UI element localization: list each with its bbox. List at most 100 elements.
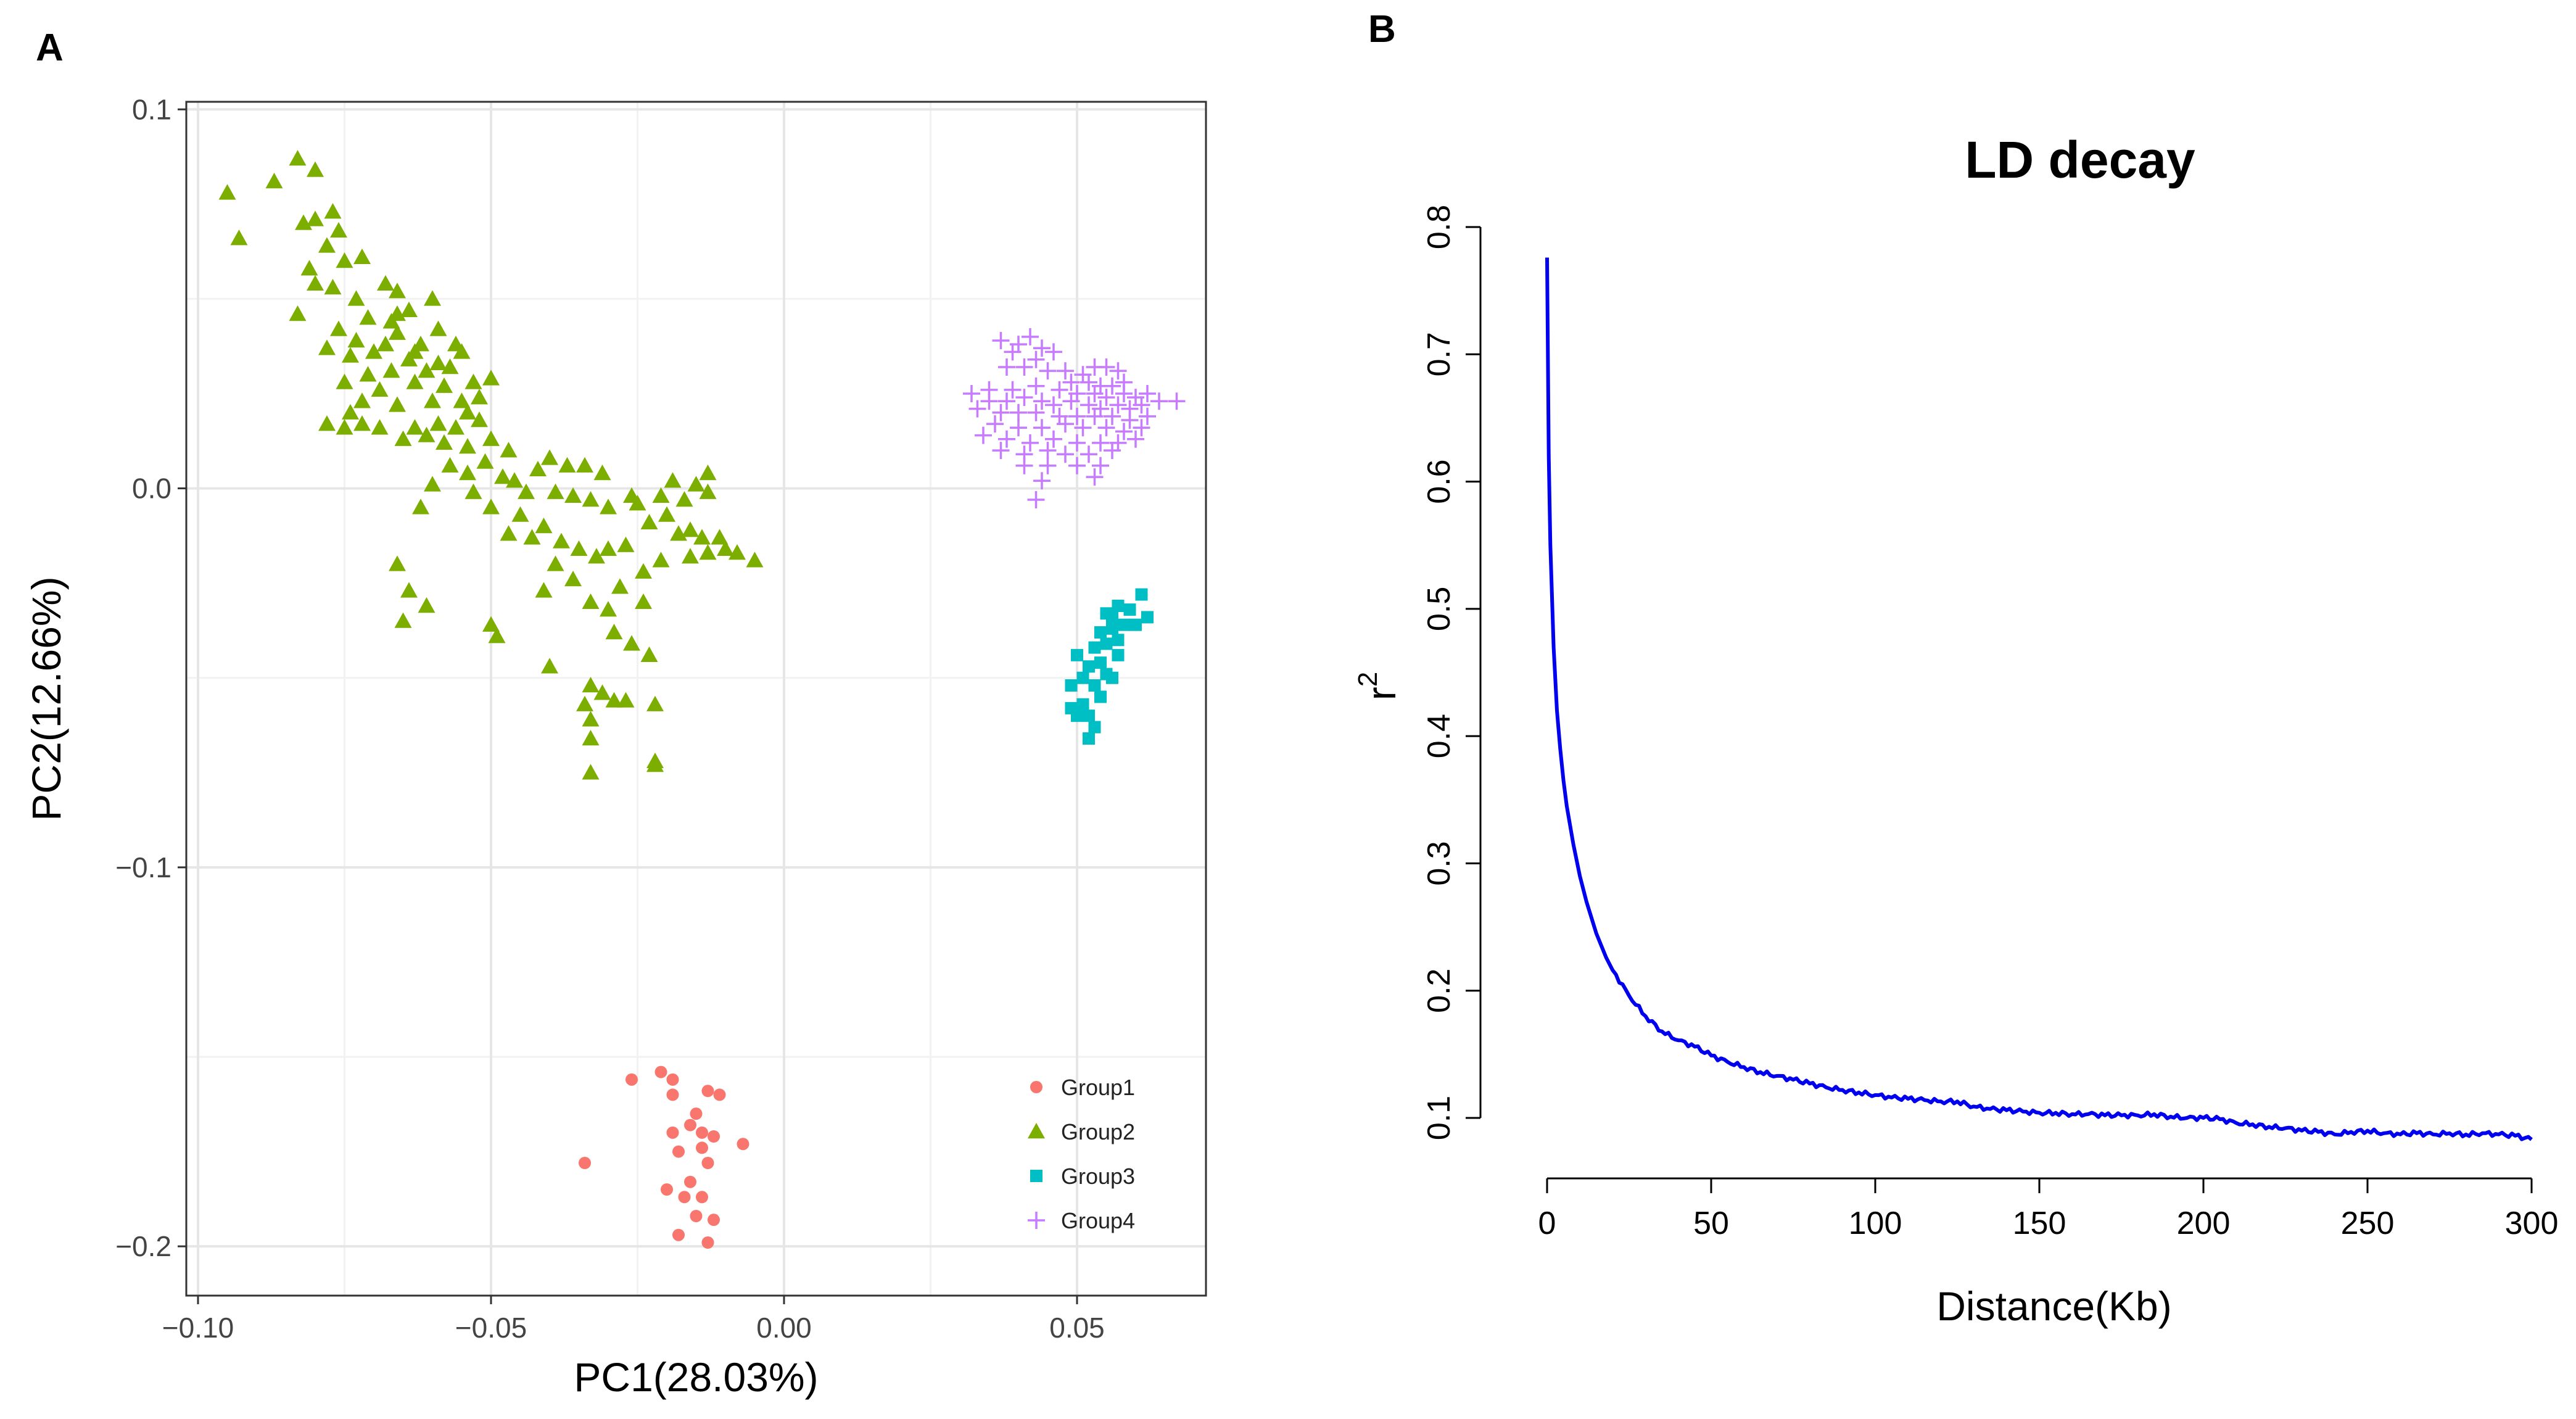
pca-point-group2 (640, 646, 658, 663)
pca-point-group3 (1083, 660, 1095, 673)
pca-point-group2 (382, 313, 400, 329)
pca-point-group2 (623, 635, 640, 651)
pca-point-group2 (635, 563, 652, 579)
ld-x-tick-label: 200 (2177, 1206, 2231, 1241)
pca-point-group2 (265, 173, 283, 189)
ld-decay-chart: LD decay 0 50 100 150 200 250 3000.10.20.30.40… (1353, 131, 2558, 1329)
pca-point-group2 (541, 658, 558, 674)
legend-key-group4 (1028, 1212, 1045, 1229)
pca-point-group2 (330, 320, 347, 336)
pca-point-group2 (318, 415, 336, 431)
pca-point-group1 (701, 1157, 714, 1169)
pca-point-group1 (690, 1107, 703, 1120)
pca-point-group2 (558, 457, 576, 473)
ld-y-axis-title-base: r (1358, 687, 1404, 700)
pca-point-group4 (998, 392, 1015, 410)
pca-point-group2 (330, 221, 347, 238)
pca-point-group2 (600, 540, 617, 556)
pca-point-group4 (1062, 373, 1080, 391)
legend-label: Group3 (1061, 1164, 1135, 1189)
pca-y-axis-title: PC2(12.66%) (23, 576, 69, 821)
pca-point-group2 (482, 616, 500, 632)
pca-point-group3 (1094, 656, 1107, 669)
pca-point-group2 (347, 290, 365, 306)
ld-y-tick-label: 0.8 (1421, 205, 1457, 249)
pca-point-group2 (447, 419, 464, 435)
pca-point-group2 (377, 336, 394, 352)
pca-point-group4 (1015, 457, 1033, 474)
pca-point-group2 (436, 434, 453, 450)
pca-plot-border (185, 101, 1207, 1297)
pca-point-group2 (336, 252, 353, 268)
pca-point-group1 (708, 1130, 720, 1143)
pca-point-group2 (646, 695, 664, 711)
ld-x-tick-label: 250 (2341, 1206, 2395, 1241)
pca-point-group2 (482, 499, 500, 515)
legend-item-group4: Group4 (1028, 1208, 1135, 1233)
pca-point-group4 (1033, 392, 1051, 410)
pca-point-group2 (529, 460, 547, 477)
pca-point-group1 (701, 1085, 714, 1098)
pca-point-group2 (453, 392, 471, 408)
pca-point-group2 (230, 230, 248, 246)
pca-point-group1 (661, 1183, 673, 1196)
pca-point-group2 (307, 210, 324, 226)
ld-y-axis-title: r2 (1353, 672, 1404, 700)
pca-point-group3 (1076, 698, 1089, 711)
pca-point-group3 (1071, 648, 1083, 661)
pca-point-group2 (464, 483, 482, 499)
pca-point-group4 (1010, 419, 1027, 437)
pca-point-group1 (672, 1145, 685, 1158)
series-group1 (579, 1065, 749, 1249)
pca-point-group3 (1100, 637, 1113, 650)
pca-point-group3 (1071, 710, 1083, 722)
pca-point-group2 (459, 403, 476, 420)
pca-point-group2 (617, 692, 635, 708)
pca-point-group2 (675, 491, 693, 507)
pca-point-group4 (1097, 389, 1115, 407)
panel-a-label: A (36, 27, 64, 69)
pca-point-group2 (488, 627, 506, 643)
pca-point-group2 (400, 350, 418, 366)
pca-point-group4 (1033, 419, 1051, 437)
ld-axes: 0 50 100 150 200 250 300 0.1 0.2 0.3 0.4 0.5 0.6 0.7 0… (1421, 205, 2558, 1241)
pca-point-group2 (424, 476, 441, 492)
legend-item-group2: Group2 (1028, 1119, 1135, 1144)
pca-point-group4 (1068, 457, 1086, 474)
pca-point-group2 (600, 601, 617, 617)
pca-point-group2 (429, 415, 447, 431)
pca-point-group4 (1039, 442, 1057, 460)
pca-point-group2 (746, 552, 764, 568)
pca-point-group2 (429, 354, 447, 371)
pca-point-group2 (506, 472, 523, 488)
pca-point-group2 (646, 756, 664, 772)
ld-y-tick-label: 0.4 (1421, 714, 1457, 758)
pca-point-group4 (1086, 468, 1104, 486)
ld-x-axis-title: Distance(Kb) (1936, 1283, 2171, 1329)
pca-point-group3 (1094, 626, 1107, 639)
pca-point-group2 (553, 532, 570, 548)
pca-point-group2 (418, 362, 436, 378)
pca-y-tick-label: −0.1 (115, 851, 171, 883)
pca-point-group2 (629, 495, 646, 511)
pca-point-group2 (353, 392, 371, 408)
pca-point-group4 (1115, 385, 1133, 402)
ld-y-tick-label: 0.5 (1421, 587, 1457, 631)
pca-point-group2 (593, 465, 611, 481)
pca-point-group4 (963, 385, 980, 402)
pca-point-group3 (1065, 679, 1078, 692)
pca-y-tick-label: 0.1 (132, 93, 171, 125)
pca-point-group3 (1083, 732, 1095, 745)
pca-point-group2 (523, 529, 541, 545)
pca-point-group2 (359, 309, 377, 325)
pca-point-group3 (1112, 648, 1125, 661)
pca-point-group2 (424, 392, 441, 408)
pca-point-group2 (652, 552, 670, 568)
pca-point-group4 (1109, 362, 1127, 380)
pca-point-group3 (1106, 622, 1118, 635)
pca-point-group2 (418, 597, 436, 613)
pca-point-group4 (1080, 396, 1097, 414)
ld-y-tick-label: 0.3 (1421, 841, 1457, 885)
pca-point-group1 (666, 1073, 679, 1086)
legend-key-group3 (1030, 1170, 1042, 1182)
